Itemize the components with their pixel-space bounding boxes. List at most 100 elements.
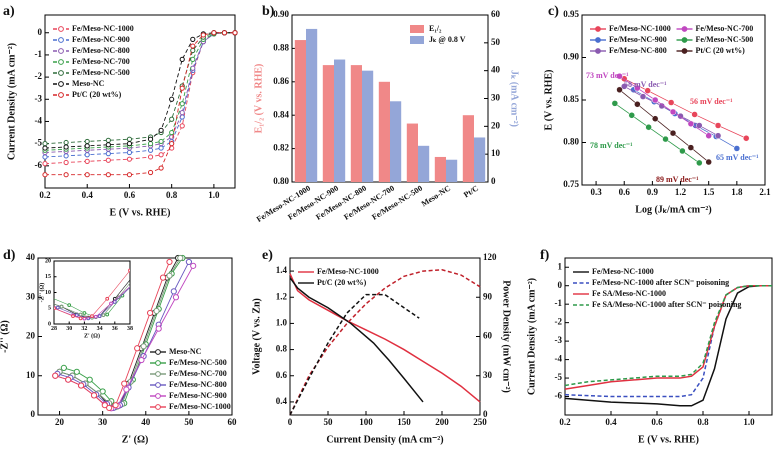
x-tick-label: 60 (228, 417, 238, 427)
bar (434, 156, 446, 182)
data-point (105, 296, 110, 301)
x-axis-label: Z' (Ω) (84, 332, 100, 339)
y-tick-label: 5 (48, 306, 51, 312)
data-point (169, 129, 175, 136)
legend-marker (155, 360, 161, 366)
legend-label: Fe/Meso-NC-1000 (317, 267, 379, 276)
data-point (112, 402, 119, 409)
x-tick-label: 50 (324, 417, 334, 427)
x-tick-label: 0.4 (82, 190, 94, 200)
y-tick-label: -4 (555, 354, 563, 364)
legend-label: Fe/Meso-NC-900 (169, 391, 227, 400)
data-point (687, 120, 695, 128)
data-point (667, 99, 675, 106)
legend-marker (155, 404, 161, 410)
panel-label: f) (540, 248, 550, 263)
y-axis-label: Current Density (mA cm⁻²) (6, 43, 17, 160)
legend-label: Pt/C (20 wt%) (72, 90, 122, 99)
legend-label: Fe/Meso-NC-700 (169, 369, 227, 378)
y-tick-label: 40 (26, 252, 36, 262)
data-point (105, 172, 111, 178)
data-point (169, 116, 175, 122)
panel-label: d) (3, 248, 16, 263)
data-point (105, 157, 111, 163)
y-tick-label: 0.95 (563, 9, 579, 19)
legend-label: Fe SA/Meso-NC-1000 (592, 289, 666, 298)
data-point (158, 165, 164, 171)
x-axis-label: Current Density (mA cm⁻²) (326, 434, 443, 445)
data-point (679, 147, 686, 155)
y-tick-label: 30 (26, 291, 36, 301)
y-tick-label: 15 (45, 274, 51, 280)
y-tick-label: 0.6 (276, 370, 288, 380)
x-tick-label: 0.6 (651, 417, 663, 427)
series-line (289, 273, 481, 403)
panel-label: e) (262, 248, 273, 263)
y-tick-label: 0.4 (276, 396, 288, 406)
y-tick-label: -2 (555, 317, 563, 327)
data-point (63, 159, 69, 166)
data-point (101, 402, 108, 409)
data-point (167, 238, 170, 241)
data-point (7, 294, 10, 297)
y-tick-label: 0.84 (273, 109, 289, 119)
data-point (42, 172, 48, 178)
x-tick-label: 0.2 (559, 417, 571, 427)
data-point (84, 138, 90, 145)
data-point (644, 87, 651, 94)
data-point (78, 382, 85, 389)
data-point (147, 154, 154, 160)
data-point (42, 154, 48, 160)
data-point (232, 30, 238, 36)
series-line (54, 269, 130, 319)
series-line (619, 89, 709, 163)
data-point (190, 36, 196, 42)
legend-label: Jₖ @ 0.8 V (429, 35, 466, 44)
x-tick-label: Pt/C (462, 184, 480, 200)
x-tick-label: 0.8 (697, 417, 709, 427)
x-tick-label: 0.4 (605, 417, 617, 427)
y-tick-label: -1 (35, 49, 43, 59)
data-point (190, 65, 196, 71)
bar (406, 123, 418, 182)
legend-marker (681, 48, 688, 54)
x-tick-label: Fe/Meso-NC-500 (370, 184, 424, 222)
x-tick-label: 32 (81, 326, 87, 332)
y2-tick-label: 90 (483, 291, 493, 301)
bar (390, 101, 402, 182)
x-tick-label: 28 (51, 326, 57, 332)
annotation: 78 mV dec⁻¹ (590, 141, 633, 150)
y-tick-label: 1.2 (276, 291, 288, 301)
x-tick-label: 1.5 (703, 187, 715, 197)
data-point (158, 152, 164, 158)
legend-label: Fe/Meso-NC-1000 after SCN⁻ poisoning (592, 278, 729, 287)
data-point (42, 161, 48, 167)
plot-frame (44, 14, 236, 189)
y-tick-label: -3 (555, 335, 563, 345)
data-point (669, 129, 677, 137)
bar (334, 59, 346, 182)
y-tick-label: 10 (45, 290, 51, 296)
data-point (177, 254, 184, 262)
data-point (105, 312, 110, 317)
data-point (200, 32, 206, 38)
data-point (123, 386, 130, 393)
legend-label: Fe/Meso-NC-1000 (72, 24, 134, 33)
annotation: 89 mV dec⁻¹ (656, 175, 699, 184)
annotation: 73 mV dec⁻¹ (586, 71, 629, 80)
data-point (55, 305, 60, 310)
data-point (65, 376, 72, 383)
y-tick-label: -5 (35, 138, 43, 148)
data-point (159, 241, 162, 244)
y2-tick-label: 60 (483, 331, 493, 341)
y-tick-label: -4 (35, 116, 43, 126)
data-point (105, 142, 111, 148)
legend-label: Fe/Meso-NC-500 (72, 68, 130, 77)
x-tick-label: 250 (473, 417, 487, 427)
x-axis-label: E (V vs. RHE) (638, 434, 699, 445)
data-point (158, 138, 164, 145)
series-line (44, 32, 235, 158)
data-point (120, 293, 125, 298)
x-tick-label: 36 (112, 326, 118, 332)
y-axis-label: E₁/₂ (V vs. RHE) (253, 64, 264, 134)
